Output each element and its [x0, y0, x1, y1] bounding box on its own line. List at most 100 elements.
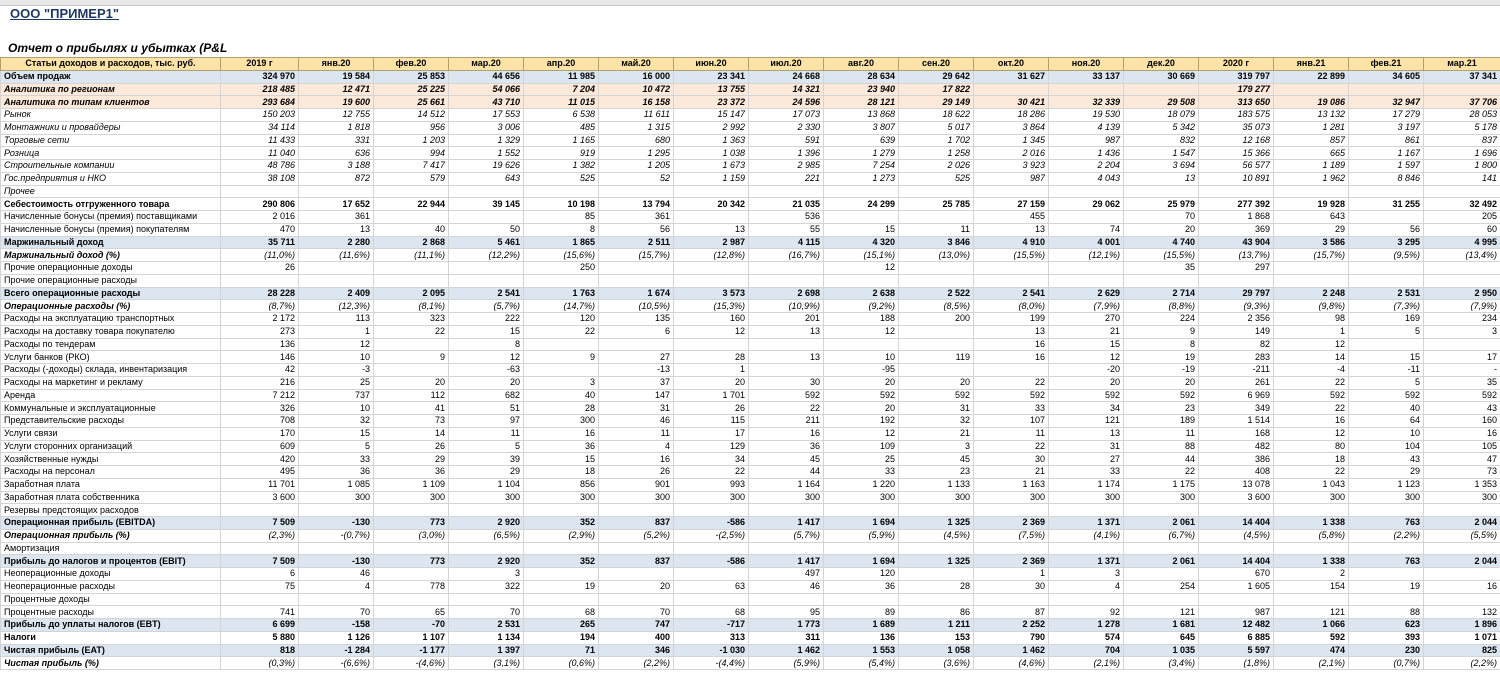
table-row: Резервы предстоящих расходов	[0, 503, 1500, 517]
cell: (8,8%)	[1123, 299, 1199, 313]
cell: 60	[1423, 222, 1500, 237]
table-row: Торговые сети 11 433 331 1 203 1 329 1 165 680…	[0, 133, 1500, 148]
cell: 26	[220, 261, 299, 275]
cell: (5,7%)	[448, 299, 524, 313]
cell: 1 258	[898, 146, 974, 160]
cell: (15,6%)	[523, 248, 599, 262]
cell: 1 868	[1198, 210, 1274, 224]
cell: 872	[298, 171, 374, 186]
cell: 42	[220, 363, 299, 377]
cell: 23	[898, 465, 974, 479]
cell: 129	[673, 439, 749, 454]
cell: 300	[373, 490, 449, 505]
cell: 89	[823, 605, 899, 619]
cell: (12,1%)	[1048, 248, 1124, 262]
cell: 3 600	[220, 490, 299, 505]
cell: 1 773	[748, 618, 824, 632]
cell: 199	[973, 312, 1049, 326]
cell: 28	[523, 401, 599, 415]
cell: 1 673	[673, 159, 749, 173]
cell: 300	[748, 490, 824, 505]
cell: 46	[598, 414, 674, 428]
cell: (9,3%)	[1198, 299, 1274, 313]
cell: 4 320	[823, 235, 899, 250]
cell: 2 531	[1348, 286, 1424, 301]
cell	[220, 592, 299, 607]
cell: 1 104	[448, 477, 524, 492]
cell	[448, 261, 524, 275]
cell: 179 277	[1198, 82, 1274, 97]
cell: 36	[523, 439, 599, 454]
cell: 3	[523, 375, 599, 390]
row-label: Чистая прибыль (%)	[0, 656, 221, 670]
cell: 6	[220, 567, 299, 581]
cell: 160	[673, 312, 749, 326]
cell: 121	[1273, 605, 1349, 619]
cell	[523, 567, 599, 581]
cell: 2 868	[373, 235, 449, 250]
cell	[673, 541, 749, 556]
cell: 7 417	[373, 159, 449, 173]
column-header: янв.20	[298, 57, 374, 71]
table-row: Прочее	[0, 184, 1500, 199]
cell: 19 626	[448, 159, 524, 173]
table-row: Операционные расходы (%) (8,7%) (12,3%) (8,…	[0, 299, 1500, 313]
cell: 28 634	[823, 69, 899, 84]
cell: (2,3%)	[220, 528, 299, 543]
cell: 86	[898, 605, 974, 619]
cell: (12,8%)	[673, 248, 749, 262]
cell	[1198, 592, 1274, 607]
cell: 352	[523, 516, 599, 530]
table-row: Расходы по тендерам 136 12 8 16 15 8 82 12	[0, 337, 1500, 352]
cell	[1123, 503, 1199, 517]
cell: 2 541	[448, 286, 524, 301]
cell: 26	[598, 465, 674, 479]
cell	[673, 273, 749, 288]
cell: 30 421	[973, 95, 1049, 109]
cell: 470	[220, 222, 299, 237]
cell: (2,2%)	[1348, 528, 1424, 543]
row-label: Себестоимость отгруженного товара	[0, 197, 221, 211]
row-label: Маржинальный доход	[0, 235, 221, 250]
cell: 30	[973, 579, 1049, 594]
cell: (7,9%)	[1423, 299, 1500, 313]
table-row: Аналитика по регионам 218 485 12 471 25 225…	[0, 82, 1500, 97]
cell: 40	[523, 388, 599, 403]
cell: 29 508	[1123, 95, 1199, 109]
cell: 1 035	[1123, 643, 1199, 658]
cell: 10 891	[1198, 171, 1274, 186]
cell: 132	[1423, 605, 1500, 619]
cell: (13,7%)	[1198, 248, 1274, 262]
cell: 18	[1273, 452, 1349, 466]
cell	[1273, 273, 1349, 288]
row-label: Прибыль до налогов и процентов (EBIT)	[0, 554, 221, 568]
cell: 592	[823, 388, 899, 403]
cell	[523, 363, 599, 377]
cell: 737	[298, 388, 374, 403]
column-header: мар.20	[448, 57, 524, 71]
row-label: Аналитика по типам клиентов	[0, 95, 221, 109]
row-label: Всего операционные расходы	[0, 286, 221, 301]
cell: 22	[1273, 375, 1349, 390]
cell: 64	[1348, 414, 1424, 428]
row-label: Операционная прибыль (%)	[0, 528, 221, 543]
cell: -(2,5%)	[673, 528, 749, 543]
cell	[898, 337, 974, 352]
cell: 13	[748, 350, 824, 364]
cell: 3 846	[898, 235, 974, 250]
cell: 1 329	[448, 133, 524, 148]
table-row: Расходы (-доходы) склада, инвентаризация…	[0, 363, 1500, 377]
cell: 22	[373, 324, 449, 339]
cell: 28 121	[823, 95, 899, 109]
cell	[373, 541, 449, 556]
cell: 15	[1348, 350, 1424, 364]
cell: 1 552	[448, 146, 524, 160]
cell	[1423, 337, 1500, 352]
cell: 349	[1198, 401, 1274, 415]
cell: (8,7%)	[220, 299, 299, 313]
cell: 40	[373, 222, 449, 237]
cell: 20	[448, 375, 524, 390]
cell	[823, 210, 899, 224]
cell	[973, 273, 1049, 288]
cell: 2 248	[1273, 286, 1349, 301]
